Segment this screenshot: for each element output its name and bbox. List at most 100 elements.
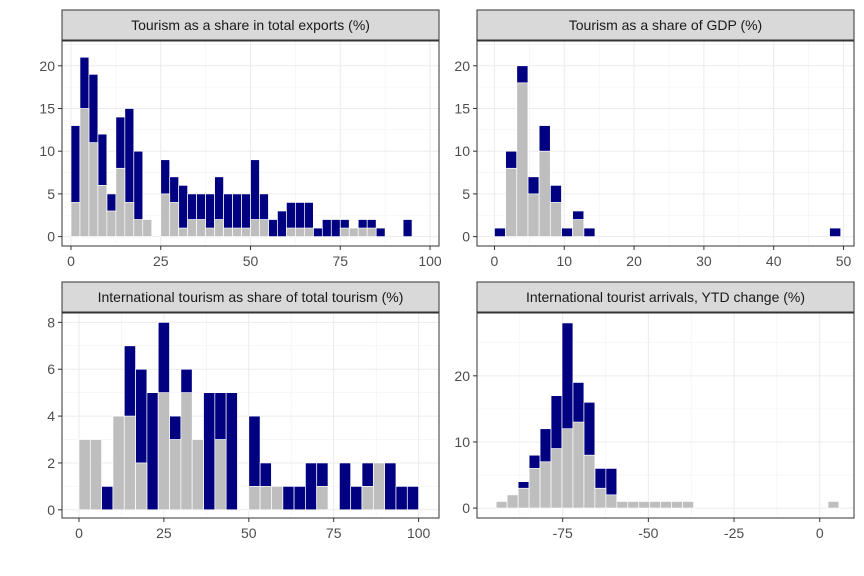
histogram-bar-series-2 (627, 501, 640, 509)
x-tick-label: 75 (326, 525, 342, 541)
histogram-bar-series-2 (605, 494, 618, 509)
histogram-bar-series-2 (361, 486, 374, 511)
histogram-bar-series-2 (259, 486, 272, 511)
histogram-bar-series-2 (160, 193, 171, 237)
histogram-bar-series-2 (112, 415, 125, 511)
histogram-bar-series-2 (495, 501, 508, 509)
histogram-bar-series-2 (339, 227, 350, 237)
histogram-bar-series-1 (561, 227, 573, 237)
histogram-bar-series-2 (259, 219, 269, 237)
histogram-bar-series-2 (223, 227, 233, 237)
x-tick-label: 40 (766, 253, 782, 269)
histogram-bar-series-2 (187, 219, 197, 237)
x-tick-label: -25 (724, 525, 744, 541)
histogram-bar-series-1 (293, 486, 306, 511)
histogram-bar-series-2 (616, 501, 629, 509)
x-tick-label: 75 (332, 253, 348, 269)
histogram-bar-series-1 (268, 219, 278, 237)
facet-strip-title: Tourism as a share of GDP (%) (569, 17, 762, 33)
y-tick-label: 10 (454, 434, 470, 450)
x-tick-label: 20 (626, 253, 642, 269)
histogram-bar-series-2 (115, 167, 126, 237)
histogram-bar-series-1 (305, 462, 318, 511)
histogram-bar-series-1 (225, 392, 238, 511)
histogram-bar-series-2 (250, 219, 260, 237)
histogram-bar-series-2 (348, 227, 359, 237)
histogram-bar-series-2 (372, 462, 386, 511)
x-tick-label: 100 (407, 525, 431, 541)
histogram-bar-series-1 (395, 486, 408, 511)
facet-panel-1: Tourism as a share in total exports (%) 0… (39, 9, 442, 269)
histogram-bar-series-2 (572, 219, 585, 237)
facet-panel-2: Tourism as a share of GDP (%)0 10 20 30 40 50… (454, 9, 855, 269)
histogram-bar-series-2 (827, 501, 840, 509)
y-tick-label: 0 (462, 500, 470, 516)
histogram-bar-series-2 (527, 193, 540, 237)
histogram-bar-series-2 (304, 227, 314, 237)
histogram-bar-series-2 (561, 428, 574, 509)
histogram-bar-series-2 (649, 501, 662, 509)
histogram-bar-series-2 (196, 219, 206, 237)
histogram-bar-series-2 (572, 421, 585, 509)
histogram-bar-series-1 (203, 392, 216, 511)
histogram-bar-series-2 (660, 501, 673, 509)
histogram-bar-series-2 (682, 501, 694, 509)
histogram-bar-series-2 (538, 150, 551, 237)
histogram-bar-series-2 (316, 486, 329, 511)
x-tick-label: 50 (241, 525, 257, 541)
histogram-bar-series-2 (180, 392, 193, 511)
histogram-bar-series-2 (142, 219, 153, 237)
histogram-bar-series-1 (312, 227, 323, 237)
facet-strip-title: International tourist arrivals, YTD chan… (526, 289, 805, 305)
facet-panel-3: International tourism as share of total … (47, 281, 440, 541)
histogram-bar-series-2 (516, 82, 529, 237)
y-tick-label: 4 (47, 408, 55, 424)
x-tick-label: 100 (418, 253, 442, 269)
histogram-bar-series-2 (550, 448, 563, 509)
facet-panel-4: International tourist arrivals, YTD chan… (454, 281, 855, 541)
histogram-bar-series-2 (191, 439, 204, 511)
y-tick-label: 20 (454, 58, 470, 74)
histogram-bar-series-1 (350, 486, 363, 511)
histogram-bar-series-2 (106, 210, 117, 237)
histogram-bar-series-2 (123, 415, 136, 511)
x-tick-label: 25 (156, 525, 172, 541)
x-tick-label: -75 (553, 525, 573, 541)
y-tick-label: 6 (47, 361, 55, 377)
histogram-bar-series-2 (286, 227, 296, 237)
histogram-bar-series-1 (406, 486, 419, 511)
histogram-bar-series-2 (539, 461, 552, 509)
facet-strip-title: International tourism as share of total … (98, 289, 404, 305)
histogram-bar-series-1 (402, 219, 413, 237)
histogram-bar-series-2 (549, 202, 562, 237)
histogram-bar-series-2 (671, 501, 683, 509)
histogram-bar-series-2 (79, 108, 90, 237)
histogram-bar-series-2 (366, 227, 377, 237)
y-tick-label: 2 (47, 455, 55, 471)
histogram-bar-series-1 (375, 227, 386, 237)
x-tick-label: 50 (836, 253, 852, 269)
histogram-bar-series-2 (169, 202, 180, 237)
x-tick-label: 0 (75, 525, 83, 541)
histogram-bar-series-2 (124, 202, 135, 237)
histogram-bar-series-2 (205, 227, 215, 237)
facet-strip (61, 281, 440, 313)
x-tick-label: 30 (696, 253, 712, 269)
histogram-bar-series-1 (146, 392, 159, 511)
x-tick-label: 25 (153, 253, 169, 269)
histogram-bar-series-1 (583, 227, 596, 237)
histogram-bar-series-2 (528, 468, 541, 509)
histogram-bar-series-1 (330, 219, 341, 237)
histogram-bar-series-2 (133, 219, 144, 237)
x-tick-label: 0 (491, 253, 499, 269)
histogram-bar-series-2 (214, 219, 224, 237)
histogram-bar-series-2 (505, 167, 518, 237)
histogram-bar-series-2 (583, 454, 596, 509)
histogram-bar-series-2 (70, 202, 81, 237)
facet-strip (476, 281, 855, 313)
histogram-bar-series-2 (295, 227, 305, 237)
histogram-bar-series-2 (594, 487, 607, 509)
histogram-bar-series-1 (384, 462, 397, 511)
panel-border (476, 40, 855, 247)
